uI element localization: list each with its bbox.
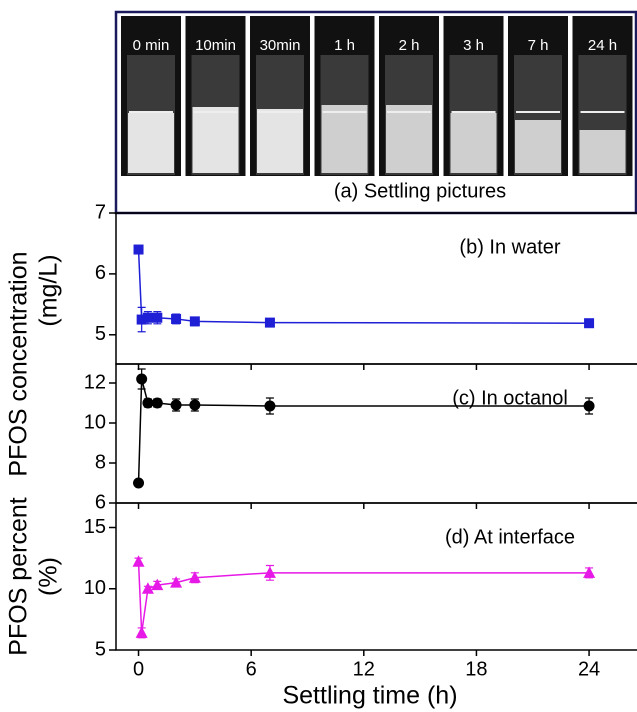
vial-contents xyxy=(257,109,303,173)
marker xyxy=(584,318,595,329)
y-tick-label: 12 xyxy=(84,371,106,393)
marker xyxy=(263,566,276,578)
vial-contents xyxy=(321,105,368,173)
marker xyxy=(142,397,154,409)
y-axis-label: PFOS percent xyxy=(5,497,33,655)
y-tick-label: 6 xyxy=(95,491,106,513)
vial-contents xyxy=(515,120,561,173)
data-line xyxy=(137,561,590,633)
y-tick-label: 15 xyxy=(84,516,106,538)
x-tick-label: 24 xyxy=(578,658,600,680)
marker xyxy=(583,400,595,412)
vial-contents xyxy=(128,113,174,173)
marker xyxy=(189,316,200,327)
marker xyxy=(188,571,201,583)
photo-caption: (a) Settling pictures xyxy=(334,180,506,202)
marker xyxy=(171,313,182,324)
photo-label: 1 h xyxy=(334,37,355,54)
marker xyxy=(170,399,182,411)
vial-contents xyxy=(450,113,497,173)
data-line xyxy=(137,249,590,324)
marker xyxy=(133,477,145,489)
marker xyxy=(141,582,154,594)
marker xyxy=(151,578,164,591)
panel-annotation: (b) In water xyxy=(459,236,560,258)
x-tick-label: 0 xyxy=(133,658,144,680)
marker xyxy=(189,399,201,411)
marker xyxy=(264,400,276,412)
x-tick-label: 12 xyxy=(353,658,375,680)
marker xyxy=(132,555,145,567)
photo-label: 24 h xyxy=(588,37,617,54)
marker xyxy=(152,312,163,323)
photo-label: 0 min xyxy=(133,37,170,54)
y-tick-label: 10 xyxy=(84,411,106,433)
vial-contents xyxy=(386,105,432,173)
marker xyxy=(136,314,147,325)
photo-label: 10min xyxy=(195,37,236,54)
marker xyxy=(136,373,148,385)
y-tick-label: 5 xyxy=(95,638,106,660)
marker xyxy=(135,626,148,638)
photo-label: 3 h xyxy=(463,37,484,54)
y-tick-label: 8 xyxy=(95,451,106,473)
vial-contents xyxy=(579,130,626,173)
panel-annotation: (d) At interface xyxy=(445,526,575,548)
vial-contents xyxy=(192,107,239,173)
marker xyxy=(133,244,144,255)
plot-frame xyxy=(115,502,637,651)
marker xyxy=(170,576,183,588)
plot-frame xyxy=(115,363,637,504)
photo-label: 7 h xyxy=(528,37,549,54)
x-axis-label: Settling time (h) xyxy=(282,682,457,710)
x-tick-label: 6 xyxy=(246,658,257,680)
panel-annotation: (c) In octanol xyxy=(452,387,568,409)
marker xyxy=(264,317,275,328)
y-tick-label: 7 xyxy=(95,201,106,223)
y-tick-label: 10 xyxy=(84,577,106,599)
x-tick-label: 18 xyxy=(465,658,487,680)
vial-photos xyxy=(121,16,633,176)
y-axis-unit: (mg/L) xyxy=(35,254,63,326)
photo-label: 2 h xyxy=(399,37,420,54)
photo-label: 30min xyxy=(260,37,301,54)
marker xyxy=(151,397,163,409)
y-axis-unit: (%) xyxy=(35,557,63,596)
y-axis-label: PFOS concentration xyxy=(5,251,33,476)
marker xyxy=(142,312,153,323)
marker xyxy=(583,566,596,578)
y-tick-label: 5 xyxy=(95,323,106,345)
y-tick-label: 6 xyxy=(95,262,106,284)
